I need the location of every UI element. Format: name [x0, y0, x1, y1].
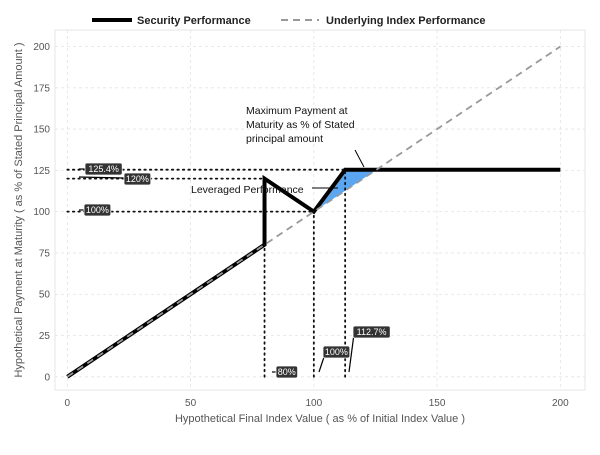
axis-ticks: 0 50 100 150 200 0 25 50 75 100 125 150 175 200	[33, 42, 569, 409]
callout-label: 120%	[126, 174, 149, 184]
y-tick-label: 125	[33, 166, 50, 177]
annotation-maximum-payment: principal amount	[246, 133, 323, 145]
annotation-leader	[354, 149, 365, 168]
callout-box	[83, 203, 112, 217]
callout-label: 100%	[86, 205, 109, 215]
callout-leader	[78, 176, 125, 179]
x-tick-label: 150	[429, 398, 446, 409]
series-layer	[66, 45, 561, 379]
y-tick-label: 25	[39, 331, 51, 342]
callout-box	[84, 162, 123, 176]
x-tick-label: 0	[65, 398, 71, 409]
annotation-leveraged-performance: Leveraged Performance	[191, 184, 304, 196]
callout-box	[322, 345, 351, 359]
legend-label-security: Security Performance	[137, 15, 251, 27]
series-underlying-index-performance	[66, 45, 561, 378]
legend-label-index: Underlying Index Performance	[326, 15, 486, 27]
x-tick-label: 100	[305, 398, 322, 409]
y-tick-label: 150	[33, 125, 50, 136]
plot-panel	[54, 29, 586, 391]
annotation-layer: Maximum Payment at Maturity as % of State…	[191, 105, 365, 196]
y-tick-label: 100	[33, 207, 50, 218]
annotation-maximum-payment: Maximum Payment at	[246, 105, 348, 117]
x-tick-label: 50	[185, 398, 197, 409]
legend: Security Performance Underlying Index Per…	[92, 15, 486, 27]
y-tick-label: 0	[44, 372, 50, 383]
callout-layer: 125.4% 120% 100% 80% 100% 112.7%	[78, 162, 391, 379]
callout-leader	[348, 333, 355, 373]
callout-box	[275, 365, 299, 379]
x-tick-label: 200	[552, 398, 569, 409]
callout-label: 80%	[278, 367, 296, 377]
y-tick-label: 75	[39, 248, 51, 259]
callout-label: 100%	[325, 347, 348, 357]
callout-label: 112.7%	[357, 327, 387, 337]
callout-label: 125.4%	[88, 164, 119, 174]
y-tick-label: 50	[39, 290, 51, 301]
x-axis-title: Hypothetical Final Index Value ( as % of…	[175, 413, 465, 425]
y-tick-label: 175	[33, 83, 50, 94]
callout-box	[352, 325, 391, 339]
y-axis-title: Hypothetical Payment at Maturity ( as % …	[13, 42, 25, 377]
callout-box	[123, 172, 152, 186]
annotation-maximum-payment: Maturity as % of Stated	[246, 119, 355, 131]
y-tick-label: 200	[33, 42, 50, 53]
